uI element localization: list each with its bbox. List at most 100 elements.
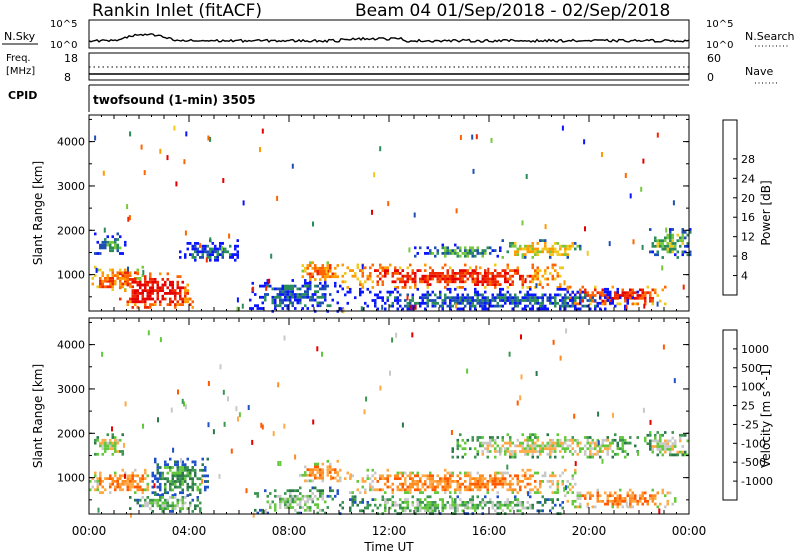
- power-cell: [151, 278, 154, 281]
- velocity-cell: [551, 501, 554, 504]
- power-cell: [394, 296, 397, 300]
- power-cell: [261, 301, 264, 305]
- power-cell: [194, 244, 197, 248]
- velocity-cell: [406, 488, 409, 492]
- velocity-cell: [434, 501, 437, 504]
- power-cell: [431, 290, 434, 294]
- velocity-cell: [321, 479, 324, 483]
- power-cell: [524, 299, 527, 302]
- velocity-cell: [654, 502, 657, 506]
- velocity-cell: [186, 457, 189, 461]
- power-cell: [127, 216, 130, 222]
- power-cell: [111, 249, 114, 253]
- velocity-cell: [316, 462, 319, 466]
- velocity-cell: [296, 511, 299, 515]
- colorbar-tick-label: 4: [741, 270, 748, 283]
- power-cell: [539, 307, 542, 311]
- power-cell: [196, 250, 199, 254]
- power-cell: [594, 299, 597, 302]
- power-cell: [284, 284, 287, 288]
- power-cell: [312, 221, 314, 227]
- velocity-cell: [301, 497, 304, 501]
- velocity-cell: [484, 501, 487, 504]
- power-cell: [649, 228, 652, 231]
- velocity-cell: [134, 480, 137, 483]
- cpid-label: CPID: [8, 89, 37, 102]
- velocity-cell: [176, 471, 179, 475]
- power-cell: [349, 287, 352, 291]
- power-cell: [624, 296, 627, 300]
- velocity-cell: [316, 468, 319, 472]
- velocity-cell: [139, 480, 142, 483]
- power-cell: [644, 294, 647, 297]
- power-cell: [309, 275, 312, 279]
- power-cell: [134, 292, 137, 295]
- velocity-cell: [99, 444, 102, 448]
- power-cell: [281, 298, 284, 302]
- velocity-cell: [411, 471, 414, 475]
- velocity-cell: [456, 495, 459, 499]
- velocity-cell: [499, 477, 502, 480]
- velocity-cell: [551, 474, 554, 478]
- velocity-cell: [164, 507, 167, 510]
- velocity-cell: [464, 501, 467, 504]
- power-cell: [494, 286, 497, 289]
- velocity-cell: [551, 506, 554, 510]
- velocity-cell: [139, 477, 142, 480]
- velocity-cell: [186, 507, 189, 510]
- power-cell: [131, 289, 134, 292]
- velocity-cell: [679, 433, 682, 437]
- velocity-cell: [471, 477, 474, 480]
- power-cell: [176, 275, 179, 278]
- power-cell: [689, 253, 692, 257]
- colorbar-tick-label: 1000: [741, 343, 769, 356]
- power-cell: [476, 290, 479, 294]
- power-cell: [666, 242, 669, 245]
- velocity-cell: [91, 477, 94, 480]
- velocity-cell: [329, 465, 332, 469]
- velocity-cell: [166, 504, 169, 508]
- power-cell: [281, 293, 284, 296]
- power-cell: [521, 296, 524, 300]
- power-cell: [664, 247, 667, 251]
- velocity-cell: [609, 499, 612, 503]
- power-cell: [521, 247, 524, 251]
- power-cell: [414, 277, 417, 281]
- velocity-cell: [629, 497, 632, 500]
- velocity-cell: [644, 491, 647, 495]
- velocity-cell: [364, 491, 367, 494]
- velocity-cell: [509, 488, 512, 492]
- velocity-cell: [556, 441, 559, 445]
- velocity-cell: [481, 441, 484, 445]
- power-cell: [109, 285, 112, 289]
- velocity-cell: [409, 509, 412, 513]
- velocity-cell: [174, 504, 177, 508]
- velocity-cell: [434, 506, 437, 510]
- velocity-cell: [159, 466, 162, 469]
- power-cell: [191, 247, 194, 251]
- power-cell: [306, 272, 309, 276]
- power-cell: [136, 297, 139, 301]
- power-cell: [139, 277, 142, 280]
- velocity-cell: [156, 485, 159, 489]
- velocity-cell: [129, 485, 132, 489]
- velocity-cell: [576, 494, 579, 498]
- velocity-cell: [514, 474, 517, 478]
- velocity-cell: [196, 498, 199, 502]
- power-cell: [606, 293, 609, 297]
- velocity-cell: [451, 506, 454, 510]
- velocity-cell: [104, 488, 107, 492]
- velocity-cell: [294, 489, 297, 493]
- power-cell: [286, 290, 289, 294]
- velocity-cell: [614, 502, 617, 506]
- power-cell: [431, 304, 434, 308]
- velocity-cell: [449, 495, 452, 499]
- power-cell: [571, 242, 574, 245]
- velocity-cell: [354, 498, 357, 501]
- power-cell: [499, 246, 502, 250]
- velocity-cell: [166, 466, 169, 469]
- velocity-cell: [641, 502, 644, 506]
- power-cell: [134, 294, 137, 298]
- power-cell: [549, 247, 552, 251]
- power-cell: [496, 301, 499, 305]
